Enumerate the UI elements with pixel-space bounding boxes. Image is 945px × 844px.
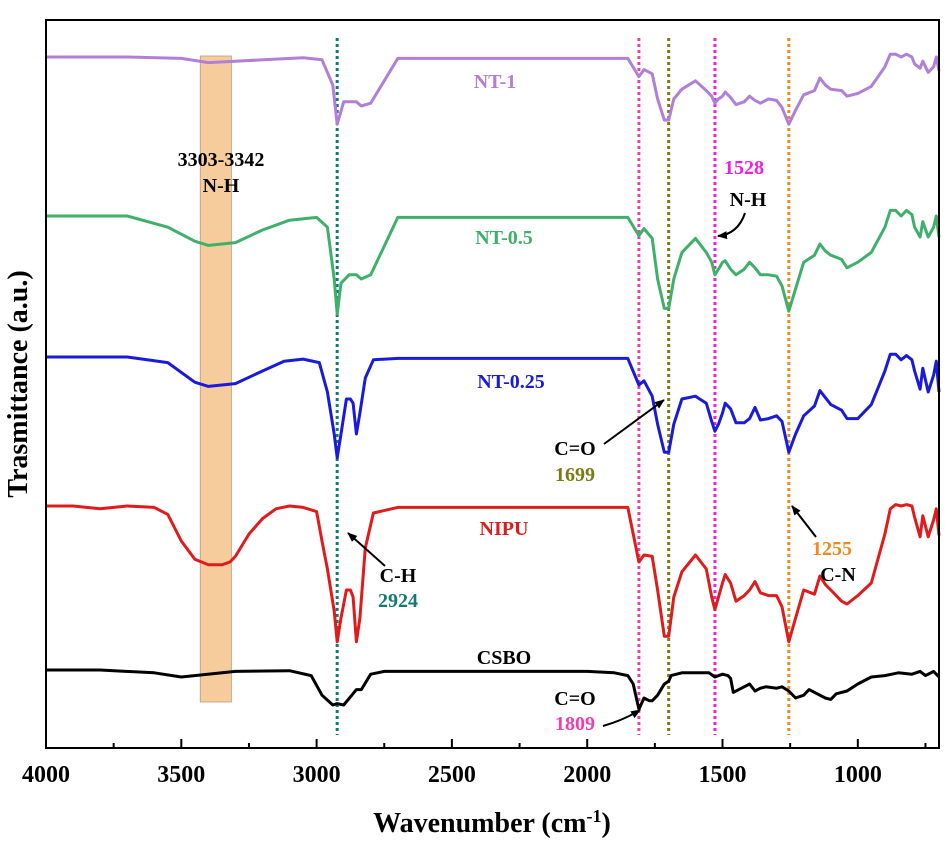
plot-frame [45,19,940,749]
x-tick-label: 2000 [563,762,611,788]
x-axis-title: Wavenumber (cm-1) [373,806,611,839]
reference-lines [335,38,791,735]
co2-arrow [602,709,641,727]
x-tick-label: 1500 [699,762,747,788]
x-tick-label: 4000 [22,762,70,788]
series-label-nt-0.25: NT-0.25 [477,371,545,393]
band-range-label: 3303-3342 [178,149,265,171]
x-axis-ticks [45,739,927,748]
nh-arrow [717,212,746,240]
series-label-csbo: CSBO [477,647,531,669]
ch-bond-label: C-H [380,565,417,587]
nh-bond-label: N-H [730,189,767,211]
cn-arrow [791,505,817,538]
x-tick-label: 2500 [428,762,476,788]
y-axis-title: Trasmittance (a.u.) [3,270,34,497]
ch-value-label: 2924 [378,590,418,612]
x-tick-label: 3000 [293,762,341,788]
band-bond-label: N-H [203,175,240,197]
series-label-nipu: NIPU [480,518,529,540]
series-line-nipu [46,503,941,644]
co1-value-label: 1699 [555,464,595,486]
co2-bond-label: C=O [554,688,595,710]
co1-arrow [603,399,665,445]
series-line-nt-1 [46,52,941,126]
series-label-nt-0.5: NT-0.5 [475,227,533,249]
cn-bond-label: C-N [820,564,856,586]
nh-band-highlight [199,55,232,703]
x-tick-label: 3500 [157,762,205,788]
cn-value-label: 1255 [812,538,852,560]
x-axis-tick-labels: 4000 3500 3000 2500 2000 1500 1000 [22,762,882,788]
x-tick-label: 1000 [834,762,882,788]
spectra-series [46,52,941,711]
nh-value-label: 1528 [724,157,764,179]
series-label-nt-1: NT-1 [474,71,517,93]
series-line-csbo [46,668,941,711]
ch-arrow [347,532,386,567]
co2-value-label: 1809 [555,713,595,735]
series-line-nt-0.5 [46,208,941,316]
co1-bond-label: C=O [554,438,595,460]
series-line-nt-0.25 [46,352,941,460]
